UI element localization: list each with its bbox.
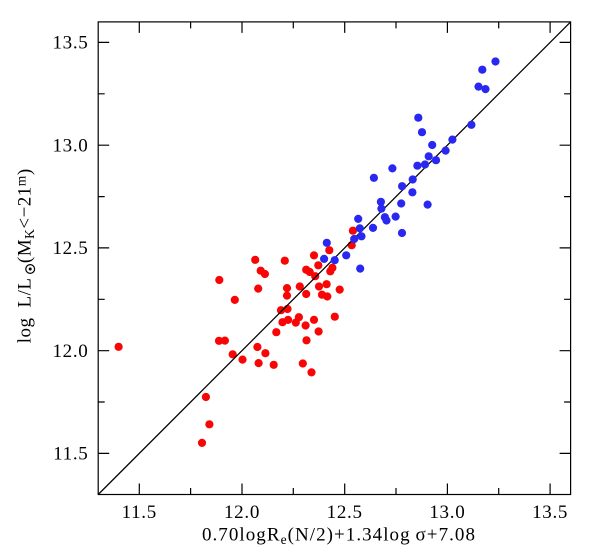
svg-text:11.5: 11.5 [122,502,157,523]
svg-text:13.0: 13.0 [52,136,88,157]
svg-text:11.5: 11.5 [53,444,88,465]
svg-text:13.5: 13.5 [532,502,568,523]
svg-text:0.70logRe(N/2)+1.34log σ+7.08: 0.70logRe(N/2)+1.34log σ+7.08 [202,525,476,548]
svg-text:12.5: 12.5 [327,502,363,523]
svg-text:12.5: 12.5 [52,238,88,259]
svg-text:13.0: 13.0 [429,502,465,523]
svg-text:(MK<−21m): (MK<−21m) [14,168,38,263]
svg-text:log L/L: log L/L [15,278,36,344]
svg-text:13.5: 13.5 [52,33,88,54]
svg-text:12.0: 12.0 [52,341,88,362]
svg-text:12.0: 12.0 [224,502,260,523]
